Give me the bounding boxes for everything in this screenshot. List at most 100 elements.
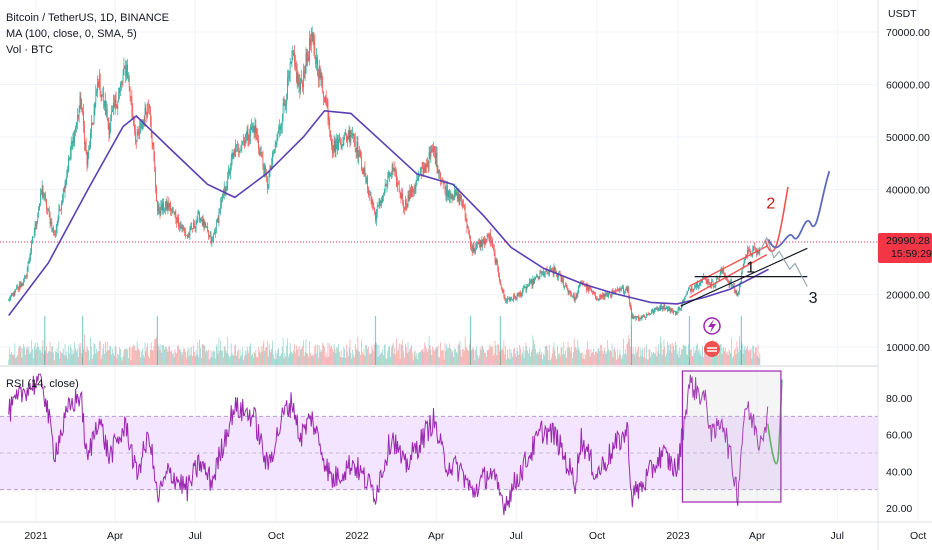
volume-bar	[596, 353, 598, 365]
candle-body	[557, 273, 558, 278]
volume-bar	[354, 343, 356, 365]
candle-body	[78, 109, 80, 118]
rsi-axis-label: 40.00	[886, 466, 912, 478]
flash-icon[interactable]	[703, 317, 721, 335]
volume-bar	[318, 345, 320, 365]
volume-bar	[352, 349, 354, 365]
candle-body	[24, 277, 25, 279]
candle-body	[489, 233, 491, 241]
symbol-legend[interactable]: Bitcoin / TetherUS, 1D, BINANCE	[6, 12, 170, 24]
candle-body	[50, 222, 52, 225]
candle-body	[135, 141, 137, 143]
volume-bar	[397, 349, 399, 365]
rsi-axis-label: 80.00	[886, 393, 912, 405]
volume-bar	[412, 353, 413, 365]
candle-body	[675, 312, 677, 315]
candle-body	[252, 126, 253, 130]
candle-body	[204, 222, 206, 228]
candle-body	[252, 126, 254, 128]
candle-body	[213, 234, 215, 239]
candle-body	[98, 82, 99, 88]
candle-body	[21, 283, 23, 286]
candle-body	[376, 206, 378, 213]
volume-bar	[390, 348, 392, 365]
time-axis[interactable]: 2021 Apr Jul Oct 2022 Apr Jul Oct 2023 Apr Jul Oct	[24, 530, 926, 542]
candle-body	[589, 287, 591, 290]
candle-body	[131, 97, 133, 111]
earnings-icon[interactable]	[704, 341, 720, 357]
channel-upper[interactable]	[689, 245, 768, 287]
candle-body	[338, 139, 339, 151]
volume-bar	[20, 347, 22, 365]
volume-bar	[508, 347, 510, 365]
candle-body	[540, 271, 542, 274]
price-axis[interactable]: 70000.0060000.0050000.0040000.0030000.00…	[886, 27, 930, 354]
volume-bar	[540, 354, 542, 365]
candle-body	[149, 107, 151, 119]
volume-bar	[21, 357, 23, 365]
candle-body	[619, 288, 621, 292]
candle-body	[415, 184, 417, 189]
volume-spike	[156, 316, 158, 365]
wave-label-1[interactable]: 1	[746, 260, 755, 277]
volume-bar	[119, 347, 120, 365]
volume-bar	[626, 343, 628, 365]
user-drawings[interactable]: 1 2 3	[680, 170, 831, 465]
volume-bar	[722, 348, 724, 365]
candle-body	[264, 166, 266, 176]
volume-bar	[189, 347, 191, 365]
candle-body	[649, 314, 651, 316]
bull-projection[interactable]	[764, 186, 789, 253]
candle-body	[57, 219, 59, 224]
volume-spike	[740, 316, 742, 365]
volume-legend[interactable]: Vol · BTC	[6, 44, 54, 56]
candle-body	[502, 290, 504, 291]
volume-bar	[295, 345, 297, 365]
volume-bar	[420, 350, 422, 365]
candle-body	[548, 272, 550, 274]
volume-bar	[733, 349, 735, 365]
candle-body	[319, 65, 321, 79]
candle-body	[451, 195, 453, 200]
volume-bar	[454, 348, 456, 365]
volume-bar	[411, 345, 412, 365]
wave-label-3[interactable]: 3	[809, 290, 818, 307]
bear-projection[interactable]	[760, 236, 808, 287]
candle-body	[569, 290, 571, 293]
volume-bar	[637, 349, 638, 365]
ma-legend[interactable]: MA (100, close, 0, SMA, 5)	[6, 28, 137, 40]
candle-body	[568, 290, 570, 293]
volume-bar	[686, 354, 688, 365]
volume-bar	[744, 345, 746, 365]
wave-projection[interactable]	[767, 170, 831, 249]
volume-bar	[321, 351, 323, 365]
candle-body	[416, 179, 418, 185]
candle-body	[401, 193, 403, 200]
volume-bar	[582, 358, 584, 365]
candle-body	[18, 287, 19, 289]
candle-body	[337, 137, 339, 151]
candle-body	[175, 213, 177, 220]
volume-bar	[497, 343, 499, 365]
volume-bar	[662, 349, 664, 365]
volume-bar	[178, 344, 179, 365]
volume-bar	[568, 347, 570, 365]
volume-bar	[23, 344, 25, 365]
candle-body	[124, 67, 126, 69]
volume-bar	[351, 358, 353, 365]
candle-body	[492, 240, 493, 247]
rsi-legend[interactable]: RSI (14, close)	[6, 378, 79, 390]
volume-bar	[232, 355, 234, 365]
candle-body	[472, 246, 474, 252]
candle-body	[348, 130, 350, 140]
candle-body	[118, 92, 120, 101]
rsi-highlight-box[interactable]	[681, 370, 782, 503]
wave-label-2[interactable]: 2	[766, 196, 775, 213]
candle-body	[368, 189, 369, 196]
candle-body	[188, 234, 190, 236]
candle-body	[200, 218, 202, 221]
volume-bar	[507, 358, 509, 365]
volume-bar	[141, 351, 142, 365]
